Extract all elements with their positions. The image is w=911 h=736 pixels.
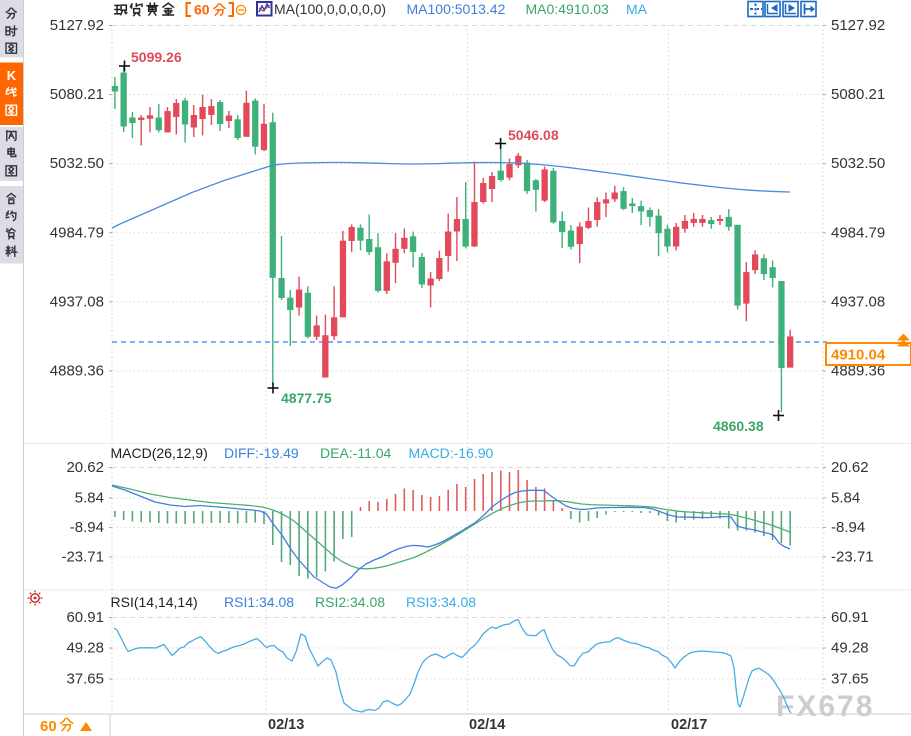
svg-text:5046.08: 5046.08	[508, 127, 559, 143]
svg-text:RSI3:34.08: RSI3:34.08	[406, 594, 476, 610]
svg-text:02/14: 02/14	[469, 717, 505, 733]
svg-text:37.65: 37.65	[66, 671, 104, 688]
svg-text:RSI1:34.08: RSI1:34.08	[224, 594, 294, 610]
svg-text:4984.79: 4984.79	[831, 224, 885, 241]
svg-text:5127.92: 5127.92	[831, 17, 885, 34]
svg-text:5.84: 5.84	[75, 489, 104, 506]
svg-text:DEA:-11.04: DEA:-11.04	[320, 445, 392, 461]
svg-text:MA100:5013.42: MA100:5013.42	[407, 1, 506, 17]
svg-text:-8.94: -8.94	[831, 519, 865, 536]
svg-text:37.65: 37.65	[831, 671, 869, 688]
svg-text:4877.75: 4877.75	[281, 390, 332, 406]
svg-text:4984.79: 4984.79	[50, 224, 104, 241]
svg-text:20.62: 20.62	[831, 459, 869, 476]
svg-text:-23.71: -23.71	[61, 548, 104, 565]
svg-text:MA: MA	[626, 1, 648, 17]
svg-text:RSI(14,14,14): RSI(14,14,14)	[111, 594, 198, 610]
svg-text:60.91: 60.91	[831, 609, 869, 626]
svg-text:4910.04: 4910.04	[831, 347, 886, 364]
svg-text:5.84: 5.84	[831, 489, 860, 506]
svg-text:4889.36: 4889.36	[831, 363, 885, 380]
svg-text:60.91: 60.91	[66, 609, 104, 626]
svg-text:FX678: FX678	[776, 690, 874, 723]
svg-text:5127.92: 5127.92	[50, 17, 104, 34]
svg-text:5080.21: 5080.21	[831, 86, 885, 103]
svg-text:MACD(26,12,9): MACD(26,12,9)	[111, 445, 208, 461]
svg-text:60: 60	[194, 2, 210, 18]
svg-text:DIFF:-19.49: DIFF:-19.49	[224, 445, 299, 461]
svg-text:-8.94: -8.94	[70, 519, 104, 536]
svg-text:4860.38: 4860.38	[713, 418, 764, 434]
svg-text:02/13: 02/13	[268, 717, 304, 733]
svg-text:4889.36: 4889.36	[50, 363, 104, 380]
svg-text:-23.71: -23.71	[831, 548, 874, 565]
svg-text:20.62: 20.62	[66, 459, 104, 476]
svg-text:MACD:-16.90: MACD:-16.90	[409, 445, 494, 461]
svg-text:02/17: 02/17	[671, 717, 707, 733]
svg-text:5099.26: 5099.26	[131, 49, 182, 65]
svg-text:MA(100,0,0,0,0,0): MA(100,0,0,0,0,0)	[274, 1, 386, 17]
svg-text:5032.50: 5032.50	[50, 155, 104, 172]
svg-text:49.28: 49.28	[66, 640, 104, 657]
svg-text:K: K	[7, 68, 17, 83]
svg-text:4937.08: 4937.08	[831, 293, 885, 310]
svg-text:49.28: 49.28	[831, 640, 869, 657]
svg-text:4937.08: 4937.08	[50, 293, 104, 310]
svg-text:RSI2:34.08: RSI2:34.08	[315, 594, 385, 610]
svg-text:MA0:4910.03: MA0:4910.03	[526, 1, 609, 17]
svg-text:60: 60	[40, 718, 57, 735]
svg-text:5032.50: 5032.50	[831, 155, 885, 172]
svg-text:5080.21: 5080.21	[50, 86, 104, 103]
